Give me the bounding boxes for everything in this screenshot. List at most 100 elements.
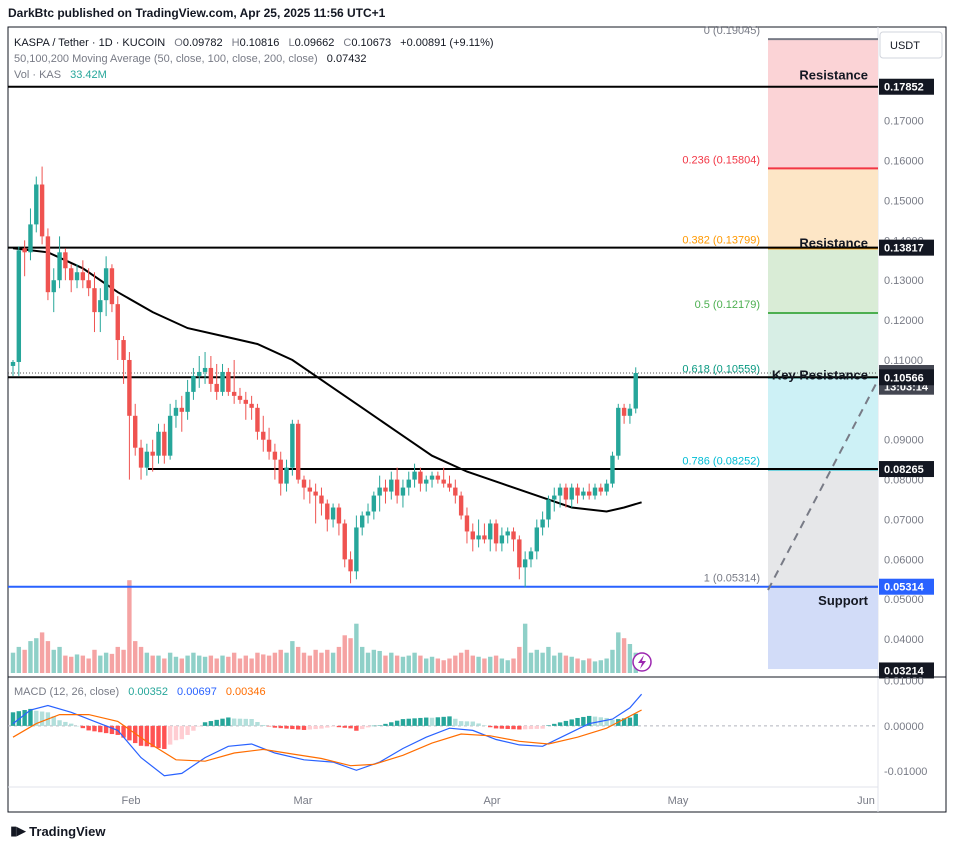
volume-bar bbox=[389, 652, 394, 673]
candle-body bbox=[255, 407, 260, 432]
volume-bar bbox=[74, 654, 80, 673]
volume-bar bbox=[319, 652, 324, 673]
price-tags: 0.178520.138170.1067313:03:140.105660.08… bbox=[879, 78, 934, 679]
volume-bar bbox=[57, 646, 62, 673]
macd-histogram-bar bbox=[400, 719, 406, 726]
macd-histogram-bar bbox=[604, 717, 609, 726]
macd-histogram-bar bbox=[295, 725, 301, 730]
candle bbox=[552, 487, 557, 512]
time-axis[interactable]: Feb Mar Apr May Jun bbox=[122, 795, 875, 807]
svg-text:50,100,200 Moving Average (50,: 50,100,200 Moving Average (50, close, 10… bbox=[14, 53, 367, 65]
volume-bar bbox=[429, 656, 435, 673]
candle-body bbox=[133, 415, 138, 448]
fib-zone bbox=[768, 377, 878, 470]
candle-body bbox=[57, 252, 62, 281]
macd-histogram-bar bbox=[313, 725, 318, 730]
macd-histogram-bar bbox=[621, 718, 627, 726]
volume-bar bbox=[144, 652, 150, 673]
candle bbox=[342, 519, 347, 568]
candle bbox=[57, 236, 62, 289]
candle-body bbox=[400, 487, 406, 496]
volume-bar bbox=[354, 623, 359, 673]
macd-histogram-bar bbox=[121, 725, 126, 738]
macd-histogram-bar bbox=[226, 717, 231, 726]
volume-bar bbox=[10, 652, 16, 673]
price-axis[interactable]: 0.170000.160000.150000.140000.130000.120… bbox=[884, 116, 924, 646]
low-value: 0.09662 bbox=[295, 37, 335, 49]
volume-bar bbox=[627, 644, 633, 673]
macd-histogram-bar bbox=[109, 725, 115, 735]
candle bbox=[109, 264, 115, 313]
candle-body bbox=[103, 268, 109, 301]
volume-bar bbox=[39, 632, 45, 673]
volume-bar bbox=[557, 652, 563, 673]
candle bbox=[586, 483, 592, 500]
candle-body bbox=[249, 403, 254, 408]
macd-line bbox=[12, 693, 643, 777]
volume-bar bbox=[301, 652, 307, 673]
candle-body bbox=[74, 272, 80, 281]
candles[interactable] bbox=[10, 166, 638, 588]
candle bbox=[150, 439, 155, 472]
candle bbox=[470, 523, 475, 552]
fib-zone bbox=[768, 469, 878, 587]
symbol-label: KASPA / Tether · 1D · KUCOIN bbox=[14, 37, 165, 49]
candle-body bbox=[522, 559, 528, 568]
macd-histogram-bar bbox=[307, 725, 313, 730]
candle bbox=[488, 519, 493, 552]
candle-body bbox=[360, 515, 365, 528]
candle-body bbox=[424, 479, 429, 484]
candle bbox=[569, 483, 574, 508]
currency-button[interactable]: USDT bbox=[879, 31, 943, 59]
candle-body bbox=[173, 407, 179, 416]
candle bbox=[197, 355, 202, 388]
candle bbox=[575, 483, 580, 504]
volume-bar bbox=[150, 655, 155, 673]
horizontal-levels[interactable] bbox=[8, 85, 878, 588]
candle bbox=[493, 519, 499, 552]
candle-body bbox=[261, 431, 266, 440]
volume-bar bbox=[581, 660, 586, 673]
volume-bar bbox=[237, 658, 243, 673]
lightning-alert-icon[interactable] bbox=[632, 652, 652, 672]
candle bbox=[377, 475, 382, 512]
footer-brand-text: TradingView bbox=[29, 823, 106, 839]
volume-bar bbox=[493, 655, 499, 673]
macd-label: MACD (12, 26, close) bbox=[14, 686, 119, 698]
candle-body bbox=[621, 407, 627, 416]
candle-body bbox=[202, 367, 208, 372]
macd-histogram-bar bbox=[127, 725, 132, 741]
price-tag-bg bbox=[879, 78, 934, 95]
svg-text:KASPA / Tether · 1D · KUCOIN: KASPA / Tether · 1D · KUCOIN O0.09782 H0… bbox=[14, 37, 494, 49]
candle-body bbox=[22, 248, 27, 253]
volume-bar bbox=[400, 656, 406, 673]
macd-pane: 0.01000 0.00000 -0.01000 bbox=[8, 676, 927, 778]
candle bbox=[348, 551, 353, 584]
macd-histogram-bar bbox=[552, 723, 557, 726]
volume-bar bbox=[51, 649, 56, 673]
candle bbox=[167, 403, 173, 460]
price-tag-bg bbox=[879, 662, 934, 679]
macd-histogram-bar bbox=[144, 725, 150, 747]
candle-body bbox=[534, 527, 539, 552]
macd-histogram-bar bbox=[394, 720, 400, 726]
macd-histogram-bar bbox=[540, 725, 545, 729]
volume-bar bbox=[127, 580, 132, 673]
macd-histogram-bar bbox=[534, 725, 539, 729]
candle bbox=[249, 395, 254, 420]
macd-signal-value: 0.00346 bbox=[226, 686, 266, 698]
macd-histogram-bar bbox=[336, 725, 342, 728]
macd-tick-label: 0.00000 bbox=[884, 721, 924, 733]
candle bbox=[505, 527, 510, 544]
projection-dashed-line bbox=[767, 379, 879, 591]
volume-bar bbox=[191, 652, 196, 673]
volume-bar bbox=[342, 635, 347, 673]
candle bbox=[34, 176, 39, 233]
candle bbox=[517, 535, 522, 580]
footer-brand[interactable]: ▮▶ TradingView bbox=[10, 823, 106, 839]
fib-zone bbox=[768, 312, 878, 378]
volume-bar bbox=[522, 623, 528, 673]
candle-body bbox=[365, 511, 371, 516]
